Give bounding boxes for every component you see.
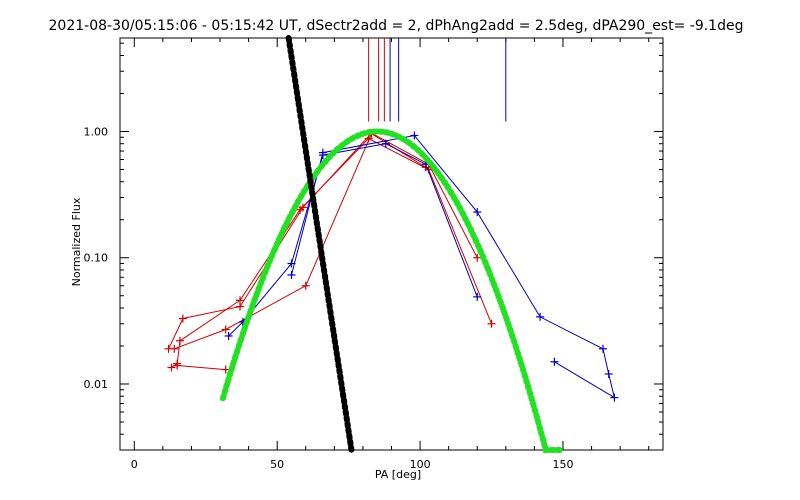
data-point (173, 361, 182, 370)
x-tick-label: 0 (131, 458, 138, 471)
data-point (473, 253, 482, 262)
data-point (178, 314, 187, 323)
plot-frame (119, 37, 664, 451)
vertical-markers (368, 38, 507, 122)
data-point (224, 331, 233, 340)
data-point (287, 270, 296, 279)
black-model-curve (285, 35, 355, 453)
data-point (301, 281, 310, 290)
data-point (167, 363, 176, 372)
data-point (473, 292, 482, 301)
data-point (221, 365, 230, 374)
data-point (176, 336, 185, 345)
data-point (536, 312, 545, 321)
model-curves (219, 35, 564, 453)
y-axis-label: Normalized Flux (70, 197, 83, 286)
data-point (473, 208, 482, 217)
axes: 0 50 100 150 0.01 0.10 1.00 (84, 37, 664, 471)
series-line (177, 365, 226, 371)
x-tick-label: 100 (410, 458, 431, 471)
y-tick-label: 0.10 (84, 252, 109, 265)
data-point (410, 131, 419, 140)
data-point (598, 344, 607, 353)
chart-title: 2021-08-30/05:15:06 - 05:15:42 UT, dSect… (49, 18, 744, 34)
y-tick-label: 0.01 (84, 378, 109, 391)
green-model-curve (219, 128, 564, 453)
data-point (298, 203, 307, 212)
data-point (236, 302, 245, 311)
x-tick-label: 150 (552, 458, 573, 471)
data-point (170, 344, 179, 353)
y-tick-label: 1.00 (84, 125, 109, 138)
data-point (610, 393, 619, 402)
x-tick-label: 50 (270, 458, 284, 471)
data-point (487, 319, 496, 328)
data-point (318, 148, 327, 157)
data-point (604, 369, 613, 378)
data-point (221, 325, 230, 334)
data-point (550, 357, 559, 366)
x-axis-label: PA [deg] (375, 468, 421, 481)
